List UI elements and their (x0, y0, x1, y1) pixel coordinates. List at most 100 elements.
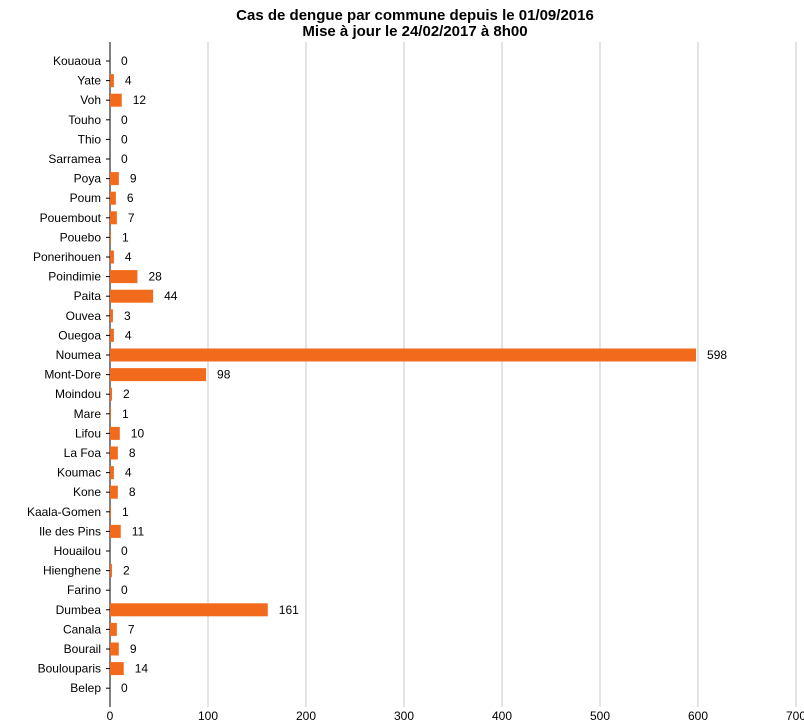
x-tick-label: 300 (394, 709, 414, 722)
category-label: Poya (74, 172, 102, 186)
value-label: 7 (128, 622, 135, 636)
x-tick-label: 200 (296, 709, 316, 722)
value-label: 1 (122, 505, 129, 519)
x-tick-label: 0 (107, 709, 114, 722)
bar-poindimie (110, 270, 138, 284)
value-label: 0 (121, 152, 128, 166)
bar-pouebo (110, 230, 111, 244)
value-label: 4 (125, 466, 132, 480)
chart-subtitle: Mise à jour le 24/02/2017 à 8h00 (302, 23, 528, 40)
category-label: Bourail (64, 642, 101, 656)
value-label: 4 (125, 74, 132, 88)
category-label: Poindimie (48, 270, 101, 284)
bar-kone (110, 485, 118, 499)
value-label: 0 (121, 544, 128, 558)
value-label: 1 (122, 407, 129, 421)
value-label: 7 (128, 211, 135, 225)
category-label: Farino (67, 583, 101, 597)
x-tick-label: 500 (590, 709, 610, 722)
value-label: 9 (130, 172, 137, 186)
value-label: 8 (129, 446, 136, 460)
value-label: 8 (129, 485, 136, 499)
value-label: 6 (127, 191, 134, 205)
category-label: Kone (73, 485, 101, 499)
bar-ouvea (110, 309, 113, 323)
bar-yate (110, 74, 114, 88)
bar-mont-dore (110, 368, 207, 382)
value-label: 28 (148, 270, 162, 284)
category-label: Pouebo (60, 230, 102, 244)
value-label: 4 (125, 250, 132, 264)
bar-koumac (110, 466, 114, 480)
bar-boulouparis (110, 662, 124, 676)
bar-ponerihouen (110, 250, 114, 264)
bar-noumea (110, 348, 697, 362)
bar-pouembout (110, 211, 117, 225)
category-label: Koumac (57, 466, 101, 480)
bar-kaala-gomen (110, 505, 111, 519)
bar-ile-des-pins (110, 524, 121, 538)
bar-dumbea (110, 603, 268, 617)
category-label: Ouegoa (58, 328, 101, 342)
value-label: 3 (124, 309, 131, 323)
category-label: Belep (70, 681, 101, 695)
category-label: Paita (74, 289, 102, 303)
category-label: Dumbea (56, 603, 102, 617)
category-label: Noumea (56, 348, 102, 362)
value-label: 11 (132, 524, 145, 538)
category-label: Houailou (54, 544, 101, 558)
bar-moindou (110, 387, 112, 401)
category-label: La Foa (64, 446, 102, 460)
value-label: 10 (131, 426, 145, 440)
category-label: Yate (77, 74, 101, 88)
x-tick-label: 600 (688, 709, 708, 722)
value-label: 98 (217, 368, 231, 382)
bar-hienghene (110, 564, 112, 578)
bar-bourail (110, 642, 119, 656)
category-label: Voh (80, 93, 101, 107)
x-tick-label: 100 (198, 709, 218, 722)
category-label: Canala (63, 622, 101, 636)
value-label: 598 (707, 348, 727, 362)
category-label: Ponerihouen (33, 250, 101, 264)
category-label: Kouaoua (53, 54, 101, 68)
bar-voh (110, 93, 122, 107)
bar-mare (110, 407, 111, 421)
value-label: 12 (133, 93, 147, 107)
category-label: Poum (70, 191, 101, 205)
category-label: Mont-Dore (44, 368, 101, 382)
chart-title-block: Cas de dengue par commune depuis le 01/0… (0, 8, 804, 40)
category-label: Kaala-Gomen (27, 505, 101, 519)
category-label: Touho (68, 113, 101, 127)
category-label: Hienghene (43, 564, 101, 578)
chart-title: Cas de dengue par commune depuis le 01/0… (236, 7, 594, 24)
x-tick-label: 700 (786, 709, 804, 722)
bar-lifou (110, 426, 120, 440)
value-label: 4 (125, 328, 132, 342)
category-label: Pouembout (40, 211, 102, 225)
value-label: 14 (135, 662, 149, 676)
category-label: Ile des Pins (39, 524, 101, 538)
category-label: Moindou (55, 387, 101, 401)
category-label: Ouvea (66, 309, 102, 323)
bar-ouegoa (110, 328, 114, 342)
bar-poum (110, 191, 116, 205)
value-label: 9 (130, 642, 137, 656)
value-label: 0 (121, 54, 128, 68)
bar-canala (110, 622, 117, 636)
category-label: Thio (78, 132, 102, 146)
value-label: 2 (123, 564, 130, 578)
bar-poya (110, 172, 119, 186)
value-label: 0 (121, 113, 128, 127)
value-label: 2 (123, 387, 130, 401)
category-label: Boulouparis (38, 662, 101, 676)
bar-paita (110, 289, 154, 303)
category-label: Mare (74, 407, 102, 421)
category-label: Lifou (75, 426, 101, 440)
value-label: 0 (121, 583, 128, 597)
value-label: 161 (279, 603, 299, 617)
value-label: 0 (121, 132, 128, 146)
category-label: Sarramea (48, 152, 101, 166)
value-label: 0 (121, 681, 128, 695)
